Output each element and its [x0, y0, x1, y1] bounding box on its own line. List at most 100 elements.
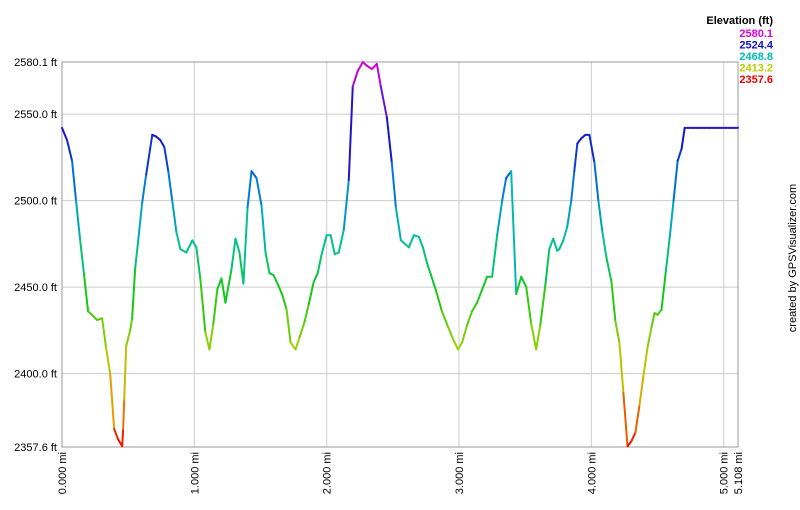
elevation-segment — [407, 234, 415, 249]
elevation-segment — [289, 341, 297, 351]
legend-entry: 2468.8 — [739, 51, 773, 63]
elevation-segment — [456, 341, 464, 351]
elevation-segment — [390, 161, 397, 209]
elevation-segment — [650, 312, 656, 328]
elevation-segment — [501, 177, 508, 202]
elevation-segment — [646, 325, 653, 349]
elevation-segment — [312, 272, 319, 283]
elevation-segment — [375, 62, 382, 88]
elevation-segment — [195, 246, 202, 280]
elevation-segment — [558, 239, 565, 251]
elevation-segment — [246, 170, 253, 209]
elevation-segment — [680, 126, 686, 150]
elevation-segment — [83, 274, 90, 313]
elevation-segment — [199, 277, 207, 334]
elevation-segment — [281, 294, 288, 311]
elevation-segment — [530, 322, 538, 351]
elevation-segment — [109, 372, 116, 431]
elevation-segment — [171, 199, 178, 233]
x-tick-label: 5.108 mi — [733, 452, 745, 494]
elevation-segment — [137, 201, 144, 242]
elevation-segment — [379, 85, 388, 119]
elevation-segment — [294, 336, 301, 351]
elevation-segment — [185, 239, 194, 254]
elevation-segment — [285, 308, 292, 344]
legend-entry: 2524.4 — [739, 40, 774, 52]
elevation-segment — [626, 440, 633, 448]
elevation-segment — [642, 346, 649, 377]
elevation-segment — [425, 261, 432, 277]
elevation-segment — [121, 428, 125, 448]
elevation-segment — [461, 324, 469, 344]
elevation-segment — [91, 313, 99, 321]
elevation-segment — [337, 229, 345, 254]
elevation-segment — [220, 277, 227, 304]
elevation-segment — [576, 137, 583, 145]
elevation-segment — [307, 280, 315, 306]
elevation-segment — [66, 139, 74, 162]
legend-title: Elevation (ft) — [706, 15, 773, 27]
elevation-segment — [125, 329, 132, 347]
x-tick-labels: 0.000 mi 1.000 mi 2.000 mi 3.000 mi 4.000 mi… — [57, 452, 745, 494]
elevation-segment — [230, 237, 237, 271]
elevation-segment — [394, 206, 402, 242]
elevation-segment — [329, 234, 336, 256]
elevation-segment — [535, 324, 542, 351]
elevation-segment — [134, 239, 140, 270]
elevation-segment — [122, 398, 126, 431]
elevation-segment — [272, 274, 279, 285]
elevation-segment — [347, 85, 354, 181]
elevation-segment — [630, 431, 637, 443]
elevation-segment — [351, 69, 359, 88]
elevation-segment — [179, 248, 188, 254]
elevation-segment — [566, 199, 573, 228]
elevation-segment — [660, 272, 667, 311]
axes — [61, 61, 739, 448]
elevation-segment — [234, 237, 241, 254]
elevation-segment — [515, 275, 523, 296]
elevation-segment — [417, 235, 424, 249]
x-tick-label: 2.000 mi — [322, 452, 334, 494]
x-tick-label: 3.000 mi — [454, 452, 466, 494]
elevation-segment — [525, 286, 533, 325]
y-tick-label: 2357.6 ft — [14, 442, 57, 454]
elevation-segment — [101, 317, 108, 349]
elevation-segment — [552, 237, 559, 252]
elevation-segment — [224, 268, 233, 304]
elevation-segment — [672, 159, 679, 202]
elevation-segment — [496, 199, 504, 237]
elevation-segment — [470, 301, 479, 313]
elevation-segment — [491, 234, 499, 278]
elevation-segment — [129, 317, 134, 332]
plot-frame — [61, 61, 739, 448]
elevation-segment — [204, 331, 211, 351]
elevation-segment — [656, 308, 663, 316]
elevation-segment — [175, 230, 182, 251]
elevation-segment — [75, 199, 81, 240]
elevation-segment — [145, 133, 154, 176]
elevation-segment — [113, 428, 120, 441]
elevation-segment — [664, 237, 671, 275]
elevation-segment — [440, 310, 450, 328]
elevation-segment — [242, 206, 249, 285]
legend-entry: 2413.2 — [739, 63, 773, 75]
elevation-segment — [539, 284, 547, 327]
elevation-segment — [255, 177, 263, 207]
elevation-segment — [573, 142, 579, 173]
elevation-segment — [618, 341, 625, 394]
legend-entry: 2580.1 — [739, 28, 773, 40]
elevation-segment — [597, 199, 604, 233]
y-tick-label: 2400.0 ft — [14, 369, 57, 381]
y-tick-labels: 2357.6 ft 2400.0 ft 2450.0 ft 2500.0 ft 2550… — [14, 57, 57, 454]
credit-text: created by GPSVisualizer.com — [787, 184, 799, 332]
elevation-segment — [476, 291, 483, 304]
elevation-segment — [212, 287, 219, 325]
legend: Elevation (ft) 2580.12524.42468.82413.22… — [706, 15, 773, 86]
elevation-segment — [316, 253, 323, 275]
elevation-segment — [191, 239, 198, 249]
elevation-segment — [548, 237, 555, 251]
y-tick-label: 2500.0 ft — [14, 196, 57, 208]
elevation-segment — [365, 64, 373, 71]
